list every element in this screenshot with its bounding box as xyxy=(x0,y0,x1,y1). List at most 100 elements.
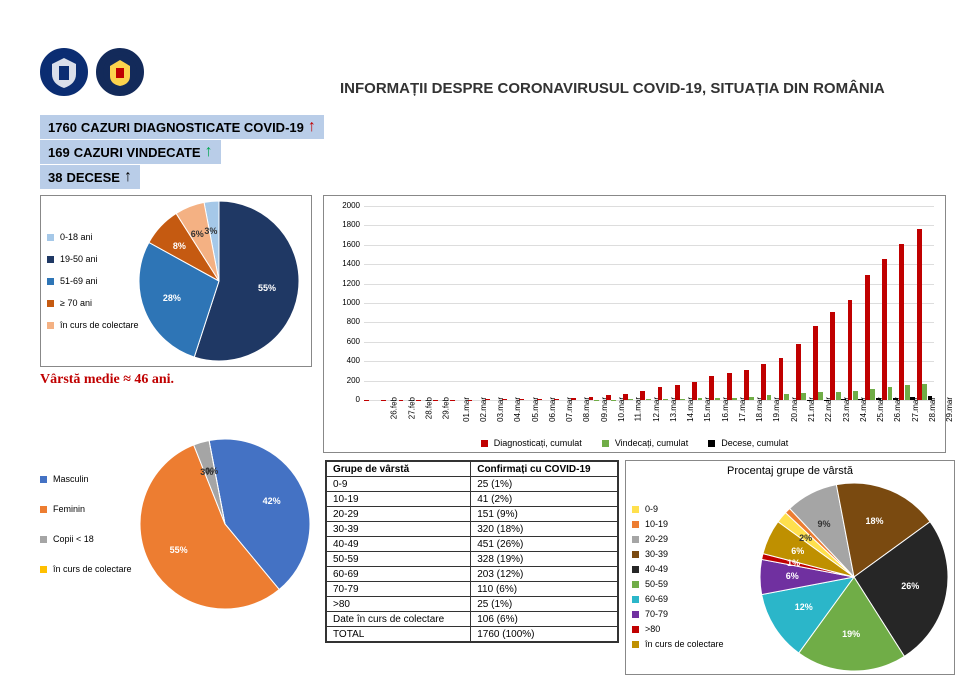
legend-swatch xyxy=(47,278,54,285)
bar xyxy=(841,399,846,400)
bar xyxy=(858,399,863,400)
y-tick: 1000 xyxy=(332,298,360,307)
bar xyxy=(893,398,898,400)
age-pct-legend: 0-910-1920-2930-3940-4950-5960-6970-79>8… xyxy=(632,504,724,649)
stat-diagnosed-label: CAZURI DIAGNOSTICATE COVID-19 xyxy=(81,120,304,135)
table-cell: 50-59 xyxy=(327,552,471,567)
x-tick: 21.mar xyxy=(807,397,816,422)
gov-logo xyxy=(40,48,88,96)
table-header-cell: Confirmați cu COVID-19 xyxy=(471,462,618,477)
legend-swatch xyxy=(40,566,47,573)
table-cell: 110 (6%) xyxy=(471,582,618,597)
legend-label: în curs de colectare xyxy=(645,639,724,649)
x-tick: 05.mar xyxy=(531,397,540,422)
table-row: >8025 (1%) xyxy=(327,597,618,612)
table-cell: 10-19 xyxy=(327,492,471,507)
bar xyxy=(876,398,881,400)
pie-slice-label: 28% xyxy=(163,293,181,303)
legend-swatch xyxy=(40,536,47,543)
legend-item: 60-69 xyxy=(632,594,724,604)
pie-slice-label: 55% xyxy=(170,545,188,555)
bar xyxy=(571,398,576,400)
y-tick: 800 xyxy=(332,317,360,326)
legend-label: 0-18 ani xyxy=(60,232,93,242)
bar xyxy=(698,398,703,400)
age-pct-pie-title: Procentaj grupe de vârstă xyxy=(626,461,954,481)
legend-item: ≥ 70 ani xyxy=(47,298,139,308)
table-cell: 328 (19%) xyxy=(471,552,618,567)
bar xyxy=(922,384,927,400)
table-cell: 30-39 xyxy=(327,522,471,537)
table-cell: 106 (6%) xyxy=(471,612,618,627)
bar-legend-item: Diagnosticați, cumulat xyxy=(481,438,582,448)
x-tick: 11.mar xyxy=(634,397,643,421)
x-tick: 03.mar xyxy=(496,397,505,422)
legend-label: Copii < 18 xyxy=(53,534,94,544)
table-row: TOTAL1760 (100%) xyxy=(327,627,618,642)
gender-pie-chart: MasculinFemininCopii < 18în curs de cole… xyxy=(40,415,310,633)
bar xyxy=(744,370,749,400)
bar xyxy=(554,399,559,400)
pie-slice-label: 26% xyxy=(901,581,919,591)
pie-slice-label: 3% xyxy=(204,226,217,236)
x-tick: 04.mar xyxy=(513,397,522,422)
legend-item: 10-19 xyxy=(632,519,724,529)
age-pie: 3%55%28%8%6% xyxy=(139,201,299,361)
bar xyxy=(727,373,732,400)
gender-pie: 42%55%3%0% xyxy=(140,439,310,609)
bar xyxy=(818,392,823,400)
legend-swatch xyxy=(47,300,54,307)
legend-swatch xyxy=(40,506,47,513)
table-cell: 451 (26%) xyxy=(471,537,618,552)
table-cell: 320 (18%) xyxy=(471,522,618,537)
stat-diagnosed-value: 1760 xyxy=(48,120,77,135)
bar xyxy=(853,391,858,400)
legend-item: Feminin xyxy=(40,504,132,514)
bar xyxy=(623,394,628,400)
table-cell: 1760 (100%) xyxy=(471,627,618,642)
y-tick: 1400 xyxy=(332,259,360,268)
legend-swatch xyxy=(632,551,639,558)
x-tick: 27.mar xyxy=(911,397,920,422)
legend-item: în curs de colectare xyxy=(47,320,139,330)
x-tick: 07.mar xyxy=(565,397,574,422)
legend-swatch xyxy=(47,322,54,329)
bar xyxy=(663,399,668,400)
table-cell: >80 xyxy=(327,597,471,612)
legend-label: 19-50 ani xyxy=(60,254,98,264)
x-tick: 28.feb xyxy=(424,397,433,419)
bar xyxy=(749,397,754,400)
bar xyxy=(675,385,680,400)
legend-label: 40-49 xyxy=(645,564,668,574)
legend-swatch xyxy=(632,626,639,633)
x-tick: 29.feb xyxy=(442,397,451,419)
age-pct-pie: 2%9%18%26%19%12%6%1%6% xyxy=(760,483,948,671)
bar xyxy=(680,399,685,400)
table-row: 50-59328 (19%) xyxy=(327,552,618,567)
y-tick: 1200 xyxy=(332,279,360,288)
legend-item: în curs de colectare xyxy=(632,639,724,649)
y-tick: 600 xyxy=(332,337,360,346)
table-row: 60-69203 (12%) xyxy=(327,567,618,582)
x-tick: 09.mar xyxy=(600,397,609,422)
stat-cured: 169 CAZURI VINDECATE ↑ xyxy=(40,140,221,164)
legend-label: 20-29 xyxy=(645,534,668,544)
bar xyxy=(905,385,910,400)
bar xyxy=(658,387,663,400)
legend-item: 0-18 ani xyxy=(47,232,139,242)
stat-deaths-value: 38 xyxy=(48,170,62,185)
x-tick: 25.mar xyxy=(876,397,885,422)
table-cell: TOTAL xyxy=(327,627,471,642)
x-tick: 24.mar xyxy=(859,397,868,422)
legend-label: 51-69 ani xyxy=(60,276,98,286)
legend-label: >80 xyxy=(645,624,660,634)
pie-slice-label: 6% xyxy=(791,546,804,556)
bar xyxy=(589,397,594,400)
x-tick: 14.mar xyxy=(686,397,695,422)
x-tick: 06.mar xyxy=(548,397,557,422)
avg-age-caption: Vârstă medie ≈ 46 ani. xyxy=(40,372,174,388)
bar xyxy=(519,399,524,400)
bar xyxy=(928,396,933,400)
bar xyxy=(732,398,737,400)
table-cell: 60-69 xyxy=(327,567,471,582)
